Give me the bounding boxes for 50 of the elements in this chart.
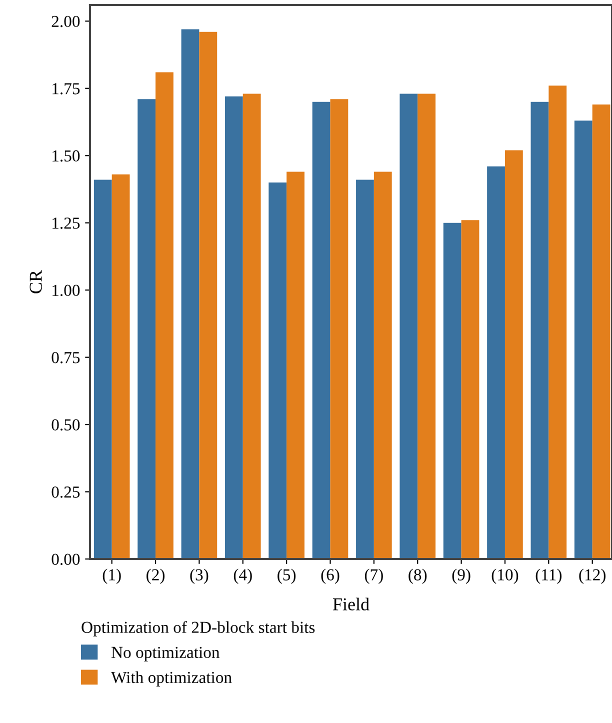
bar bbox=[286, 172, 304, 559]
bar bbox=[156, 72, 174, 559]
y-tick-label: 1.75 bbox=[52, 83, 80, 94]
x-tick-label: (6) bbox=[321, 568, 340, 584]
y-tick-label: 0.50 bbox=[52, 419, 80, 431]
x-tick-label: (2) bbox=[146, 568, 165, 584]
y-tick-label: 2.00 bbox=[52, 16, 80, 28]
x-tick-label: (7) bbox=[364, 568, 383, 584]
y-tick-label: 1.00 bbox=[52, 284, 80, 296]
x-tick-label: (8) bbox=[408, 568, 427, 584]
bar bbox=[94, 180, 112, 559]
bar bbox=[574, 120, 592, 559]
bar bbox=[330, 99, 348, 559]
y-tick-label: 0.75 bbox=[52, 352, 80, 364]
bar bbox=[530, 102, 549, 559]
y-tick-label: 0.00 bbox=[52, 554, 80, 566]
y-tick-label: 1.25 bbox=[52, 218, 80, 229]
x-tick-label: (11) bbox=[536, 568, 562, 584]
bar bbox=[418, 94, 436, 559]
bar bbox=[181, 29, 200, 559]
legend-title: Optimization of 2D-block start bits bbox=[82, 621, 315, 636]
bar bbox=[443, 222, 462, 559]
x-tick-label: (9) bbox=[452, 568, 470, 584]
bar bbox=[592, 104, 610, 559]
x-tick-label: (5) bbox=[278, 568, 296, 584]
bar bbox=[504, 150, 523, 559]
y-tick-label: 1.50 bbox=[52, 150, 80, 162]
bar bbox=[548, 86, 567, 559]
bar bbox=[461, 220, 480, 559]
bar bbox=[487, 166, 505, 559]
x-tick-label: (10) bbox=[492, 568, 518, 584]
bar bbox=[112, 174, 130, 559]
legend-label: With optimization bbox=[111, 671, 232, 686]
y-axis-title: CR bbox=[30, 270, 42, 294]
legend-label: No optimization bbox=[111, 646, 220, 662]
x-tick-label: (1) bbox=[102, 568, 121, 584]
bar bbox=[356, 180, 374, 559]
bar bbox=[224, 96, 243, 559]
x-tick-label: (4) bbox=[234, 568, 252, 584]
bar bbox=[400, 94, 418, 559]
x-tick-label: (3) bbox=[190, 568, 208, 584]
bar bbox=[312, 102, 330, 559]
bar bbox=[374, 172, 392, 559]
x-tick-label: (12) bbox=[579, 568, 606, 584]
bar bbox=[268, 182, 287, 559]
bar bbox=[242, 94, 261, 559]
y-tick-label: 0.25 bbox=[52, 486, 80, 498]
x-axis-title: Field bbox=[332, 598, 370, 610]
bar bbox=[138, 99, 156, 559]
bar bbox=[199, 32, 218, 559]
